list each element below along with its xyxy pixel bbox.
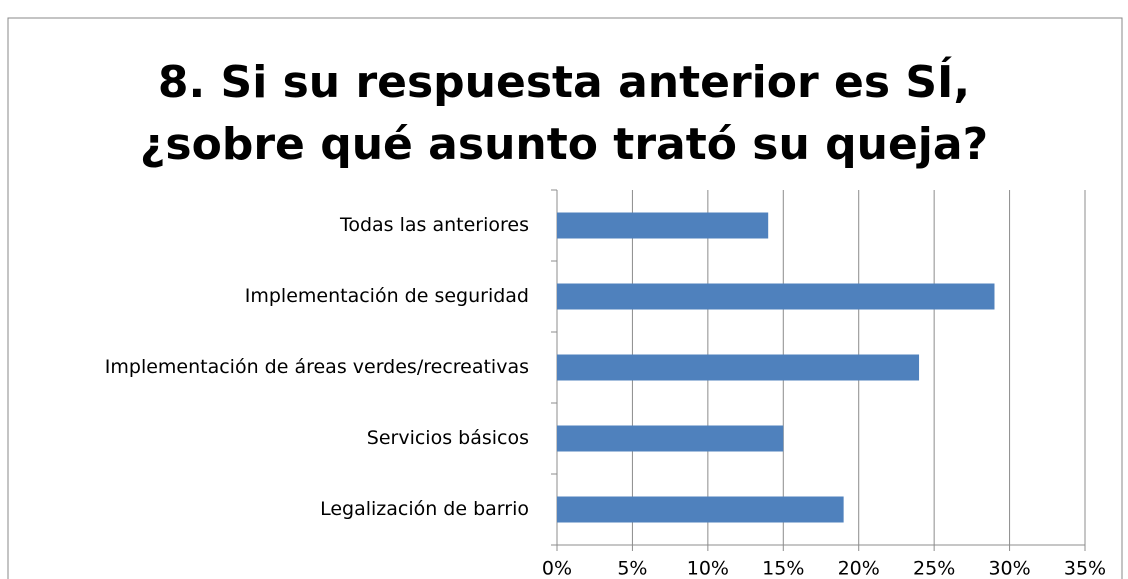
bar bbox=[557, 283, 995, 310]
y-tick-label: Todas las anteriores bbox=[339, 214, 529, 236]
x-tick-label: 30% bbox=[988, 558, 1030, 579]
x-tick-label: 20% bbox=[838, 558, 880, 579]
y-tick-label: Servicios básicos bbox=[367, 427, 529, 449]
x-tick-label: 35% bbox=[1064, 558, 1106, 579]
bar bbox=[557, 496, 844, 523]
x-tick-label: 25% bbox=[913, 558, 955, 579]
bar bbox=[557, 212, 769, 239]
chart-title: 8. Si su respuesta anterior es SÍ, ¿sobr… bbox=[139, 57, 989, 170]
x-tick-label: 10% bbox=[687, 558, 729, 579]
y-tick-label: Implementación de áreas verdes/recreativ… bbox=[105, 356, 529, 378]
y-tick-label: Implementación de seguridad bbox=[245, 285, 529, 307]
y-tick-label: Legalización de barrio bbox=[320, 498, 529, 520]
bar bbox=[557, 425, 784, 452]
bar bbox=[557, 354, 920, 381]
chart-border bbox=[7, 17, 1123, 579]
x-tick-label: 15% bbox=[762, 558, 804, 579]
x-tick-label: 0% bbox=[542, 558, 572, 579]
x-tick-label: 5% bbox=[617, 558, 647, 579]
